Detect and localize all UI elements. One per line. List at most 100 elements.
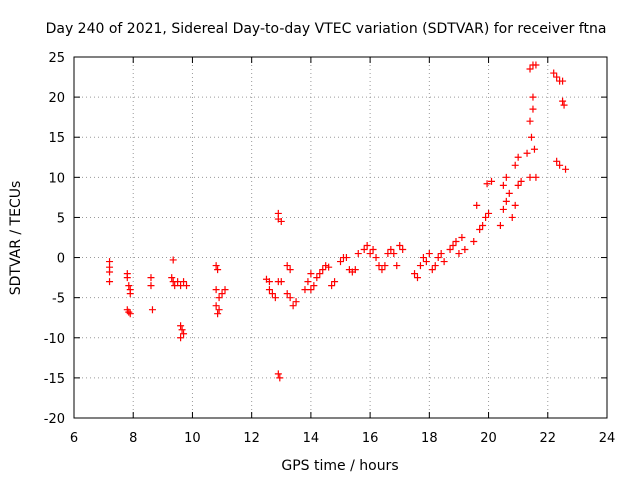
y-tick-label: 10 — [48, 171, 65, 186]
data-point — [313, 274, 321, 282]
data-point — [411, 270, 419, 278]
data-point — [169, 256, 177, 264]
data-point — [276, 374, 284, 382]
x-tick-label: 14 — [303, 431, 320, 446]
data-point — [508, 213, 516, 221]
data-point — [502, 197, 510, 205]
data-point — [180, 278, 188, 286]
data-point — [381, 262, 389, 270]
x-tick-label: 8 — [129, 431, 137, 446]
data-point — [177, 322, 185, 330]
data-point — [502, 173, 510, 181]
data-point — [470, 238, 478, 246]
data-point — [271, 294, 279, 302]
data-point — [328, 282, 336, 290]
data-point — [488, 177, 496, 185]
y-tick-label: -10 — [44, 332, 65, 347]
data-point — [351, 266, 359, 274]
data-point — [360, 246, 368, 254]
data-point — [177, 334, 185, 342]
data-point — [529, 93, 537, 101]
y-tick-label: 25 — [48, 51, 65, 66]
data-point — [511, 161, 519, 169]
y-tick-label: -5 — [52, 292, 65, 307]
data-point — [499, 181, 507, 189]
data-point — [147, 274, 155, 282]
data-point — [125, 308, 133, 316]
data-point — [106, 268, 114, 276]
data-point — [449, 242, 457, 250]
data-point — [532, 61, 540, 69]
data-point — [277, 278, 285, 286]
data-point — [517, 177, 525, 185]
data-point — [526, 173, 534, 181]
data-point — [399, 246, 407, 254]
data-point — [473, 201, 481, 209]
data-point — [562, 165, 570, 173]
data-point — [147, 282, 155, 290]
data-point — [126, 290, 134, 298]
x-tick-label: 22 — [540, 431, 557, 446]
data-point — [325, 263, 333, 271]
data-point — [214, 310, 222, 318]
data-point — [499, 205, 507, 213]
data-point — [387, 246, 395, 254]
data-point — [476, 225, 484, 233]
data-point — [268, 290, 276, 298]
data-point — [559, 97, 567, 105]
x-tick-label: 6 — [70, 431, 78, 446]
data-point — [125, 282, 133, 290]
data-point — [422, 258, 430, 266]
data-point — [526, 117, 534, 125]
data-point — [274, 370, 282, 378]
data-point — [331, 278, 339, 286]
data-point — [215, 306, 223, 314]
data-point — [180, 330, 188, 338]
data-point — [393, 262, 401, 270]
data-point — [265, 278, 273, 286]
y-tick-label: 0 — [57, 252, 65, 267]
data-point — [505, 189, 513, 197]
y-tick-label: 15 — [48, 131, 65, 146]
data-point — [511, 201, 519, 209]
data-point — [277, 217, 285, 225]
y-axis-label: SDTVAR / TECUs — [8, 181, 24, 296]
data-point — [458, 234, 466, 241]
data-point — [283, 262, 291, 270]
data-point — [496, 221, 504, 229]
chart-title: Day 240 of 2021, Sidereal Day-to-day VTE… — [46, 21, 607, 37]
data-point — [171, 282, 179, 290]
data-point — [461, 246, 469, 254]
data-point — [304, 278, 312, 286]
data-point — [283, 290, 291, 298]
data-point — [218, 290, 226, 298]
data-point — [514, 153, 522, 161]
data-point — [455, 250, 463, 258]
axis-ticks — [73, 56, 608, 419]
data-point — [301, 286, 309, 294]
data-point — [530, 145, 538, 153]
data-point — [265, 286, 273, 294]
data-point — [342, 254, 350, 262]
x-axis-label: GPS time / hours — [281, 458, 398, 474]
x-tick-label: 20 — [480, 431, 497, 446]
data-point — [183, 282, 191, 290]
data-point — [532, 173, 540, 181]
data-point — [310, 282, 318, 290]
data-point — [106, 278, 114, 286]
data-point — [148, 306, 156, 314]
data-point — [316, 270, 324, 278]
data-point — [431, 262, 439, 270]
data-point — [214, 266, 222, 274]
data-point — [286, 294, 294, 302]
data-point — [123, 274, 131, 282]
data-point — [425, 250, 433, 258]
data-point — [372, 254, 380, 262]
data-point — [375, 262, 383, 270]
data-point — [413, 274, 421, 282]
data-point — [428, 266, 436, 274]
data-point — [363, 242, 371, 250]
data-points — [106, 61, 570, 382]
